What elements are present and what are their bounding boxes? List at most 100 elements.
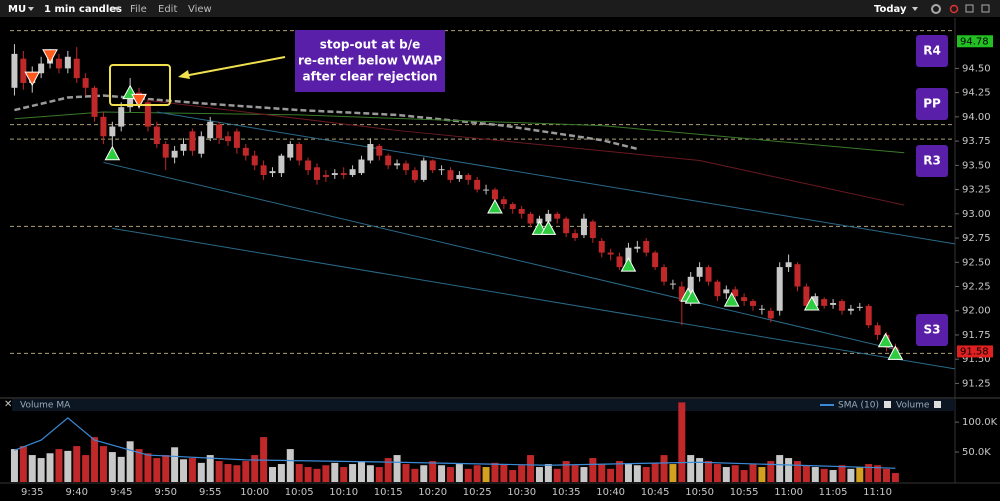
- volume-bar: [562, 461, 570, 482]
- indicator-line: [147, 99, 905, 206]
- volume-bar: [153, 458, 161, 482]
- candle-body: [847, 308, 854, 311]
- window-icon[interactable]: [981, 4, 990, 13]
- indicator-line: [14, 94, 638, 151]
- candle-body: [474, 179, 481, 190]
- x-tick-label: 9:45: [110, 487, 132, 498]
- candle-body: [812, 296, 819, 306]
- x-tick-label: 10:50: [685, 487, 714, 498]
- dropdown-icon[interactable]: [28, 7, 34, 11]
- signal-marker: [131, 93, 147, 109]
- volume-bar: [340, 467, 348, 482]
- volume-bar: [527, 455, 535, 482]
- volume-bar: [91, 437, 99, 482]
- volume-bar: [651, 462, 659, 482]
- candle-body: [225, 136, 232, 142]
- volume-bar: [749, 464, 757, 482]
- candle-body: [678, 286, 685, 302]
- volume-bar: [322, 465, 330, 482]
- dropdown-icon[interactable]: [912, 7, 918, 11]
- candle-body: [874, 325, 881, 335]
- candle-body: [207, 121, 214, 139]
- menu-item[interactable]: Edit: [158, 4, 177, 15]
- candle-body: [411, 170, 418, 180]
- candle-body: [563, 218, 570, 234]
- checkbox[interactable]: [884, 401, 891, 408]
- window-icon[interactable]: [965, 4, 974, 13]
- interval[interactable]: 1 min candles: [44, 4, 122, 15]
- candle-body: [11, 53, 18, 88]
- candle-body: [483, 189, 490, 191]
- candle-body: [38, 63, 45, 74]
- volume-bar: [589, 458, 597, 482]
- x-tick-label: 10:55: [730, 487, 759, 498]
- candle-body: [572, 233, 579, 239]
- volume-bar: [802, 465, 810, 482]
- candle-body: [394, 163, 401, 166]
- volume-bar: [500, 464, 508, 482]
- price-tag: [957, 345, 993, 358]
- candle-body: [251, 155, 258, 166]
- signal-marker: [877, 332, 894, 348]
- candle-body: [741, 297, 748, 302]
- candle-body: [118, 107, 125, 127]
- x-tick-label: 10:00: [240, 487, 269, 498]
- candle-body: [856, 306, 863, 308]
- volume-bar: [206, 455, 214, 482]
- x-tick-label: 9:55: [199, 487, 221, 498]
- candle-body: [509, 204, 516, 209]
- candle-body: [634, 246, 641, 249]
- candle-body: [64, 56, 71, 69]
- volume-bar: [882, 468, 890, 482]
- y-tick-label: 91.50: [962, 354, 991, 365]
- volume-bar: [286, 449, 294, 482]
- candle-body: [661, 267, 668, 282]
- volume-bar: [429, 461, 437, 482]
- indicator-line: [112, 227, 955, 370]
- signal-marker: [620, 257, 637, 272]
- candle-body: [794, 264, 801, 287]
- volume-bar: [838, 465, 846, 482]
- candle-body: [776, 267, 783, 311]
- signal-marker: [540, 220, 557, 235]
- candle-body: [687, 276, 694, 302]
- level-label: PP: [923, 97, 941, 111]
- indicator-line: [156, 111, 955, 245]
- level-box: [916, 145, 948, 177]
- candle-body: [91, 87, 98, 117]
- volume-bar: [126, 441, 134, 482]
- volume-bar: [197, 462, 205, 482]
- volume-header: [12, 399, 955, 411]
- volume-bar: [580, 467, 588, 482]
- candle-body: [402, 163, 409, 171]
- candle-body: [260, 165, 267, 176]
- menu-item[interactable]: View: [188, 4, 212, 15]
- link-icon[interactable]: [949, 4, 959, 14]
- checkbox[interactable]: [934, 401, 941, 408]
- candle-body: [429, 160, 436, 171]
- volume-bar: [295, 464, 303, 482]
- volume-bar: [722, 467, 730, 482]
- volume-bar: [473, 465, 481, 482]
- candle-body: [358, 159, 365, 174]
- y-tick-label: 93.75: [962, 136, 991, 147]
- range[interactable]: Today: [874, 4, 907, 15]
- level-label: R4: [923, 44, 941, 58]
- y-tick-label: 92.25: [962, 281, 991, 292]
- dropdown-icon[interactable]: [114, 7, 120, 11]
- candle-body: [376, 145, 383, 156]
- close-icon[interactable]: ✕: [4, 399, 12, 410]
- volume-bar: [633, 465, 641, 482]
- candle-body: [55, 58, 62, 69]
- symbol[interactable]: MU: [8, 4, 26, 15]
- menu-item[interactable]: File: [130, 4, 147, 15]
- y-tick-label: 94.50: [962, 63, 991, 74]
- volume-bar: [82, 455, 90, 482]
- candle-body: [162, 144, 169, 158]
- x-tick-label: 9:35: [21, 487, 43, 498]
- settings-icon[interactable]: [931, 4, 941, 14]
- candle-body: [723, 289, 730, 294]
- candle-body: [100, 116, 107, 137]
- candle-body: [269, 171, 276, 174]
